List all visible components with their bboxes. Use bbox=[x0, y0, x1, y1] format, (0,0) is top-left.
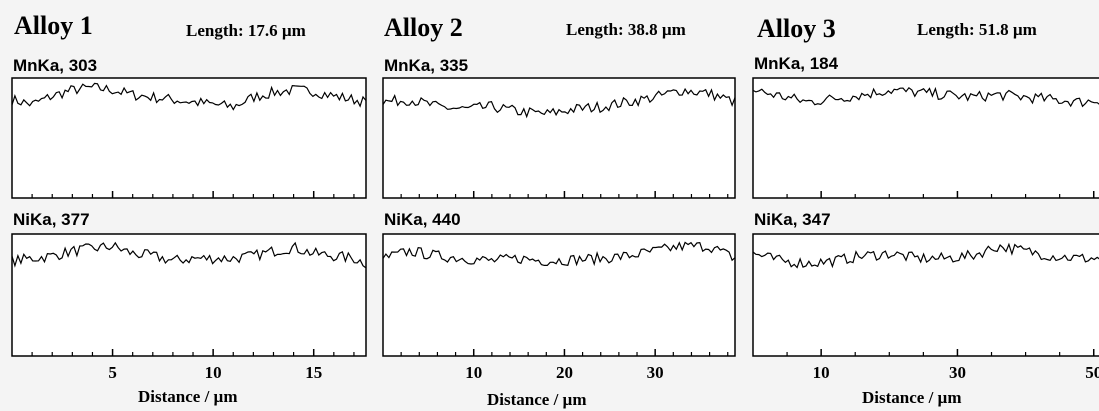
alloy-1-ni-series-line bbox=[11, 241, 367, 269]
alloy-3-length: Length: 51.8 µm bbox=[917, 20, 1037, 39]
alloy-3-x-tick-label: 30 bbox=[949, 363, 966, 382]
alloy-3-title: Alloy 3 bbox=[757, 14, 836, 43]
alloy-1-length: Length: 17.6 µm bbox=[186, 21, 306, 40]
alloy-1-x-tick-label: 15 bbox=[305, 363, 322, 382]
alloy-2-mn-series-line bbox=[382, 87, 736, 119]
alloy-3-ni-plot-frame bbox=[752, 233, 1099, 357]
alloy-3-x-tick-label: 50 bbox=[1085, 363, 1099, 382]
alloy-3-x-tick-label: 10 bbox=[813, 363, 830, 382]
alloy-3-x-axis-label: Distance / µm bbox=[862, 388, 962, 407]
alloy-2-ni-series-line bbox=[382, 241, 736, 267]
alloy-3-ni-series-label: NiKa, 347 bbox=[754, 210, 831, 229]
alloy-3-mn-series-label: MnKa, 184 bbox=[754, 54, 839, 73]
alloy-1-ni-plot-frame bbox=[11, 233, 367, 357]
alloy-1-mn-plot-frame bbox=[11, 77, 367, 199]
alloy-2-mn-plot-frame bbox=[382, 77, 736, 199]
alloy-2-x-axis-label: Distance / µm bbox=[487, 390, 587, 409]
alloy-2-x-tick-label: 10 bbox=[465, 363, 482, 382]
alloy-2-ni-series-label: NiKa, 440 bbox=[384, 210, 461, 229]
alloy-2-ni-plot-frame bbox=[382, 233, 736, 357]
alloy-1-title: Alloy 1 bbox=[14, 11, 93, 40]
alloy-2-x-tick-label: 30 bbox=[647, 363, 664, 382]
alloy-1-x-tick-label: 5 bbox=[108, 363, 117, 382]
alloy-1-ni-series-label: NiKa, 377 bbox=[13, 210, 90, 229]
alloy-1-x-tick-label: 10 bbox=[205, 363, 222, 382]
alloy-1-mn-series-line bbox=[11, 82, 367, 111]
alloy-2-length: Length: 38.8 µm bbox=[566, 20, 686, 39]
alloy-3-mn-plot-frame bbox=[752, 77, 1099, 199]
alloy-1-x-axis-label: Distance / µm bbox=[138, 387, 238, 406]
alloy-3-mn-series-line bbox=[752, 86, 1099, 108]
alloy-2-title: Alloy 2 bbox=[384, 13, 463, 42]
alloy-2-mn-series-label: MnKa, 335 bbox=[384, 56, 469, 75]
alloy-2-x-tick-label: 20 bbox=[556, 363, 573, 382]
alloy-3-ni-series-line bbox=[752, 242, 1099, 269]
alloy-1-mn-series-label: MnKa, 303 bbox=[13, 56, 98, 75]
